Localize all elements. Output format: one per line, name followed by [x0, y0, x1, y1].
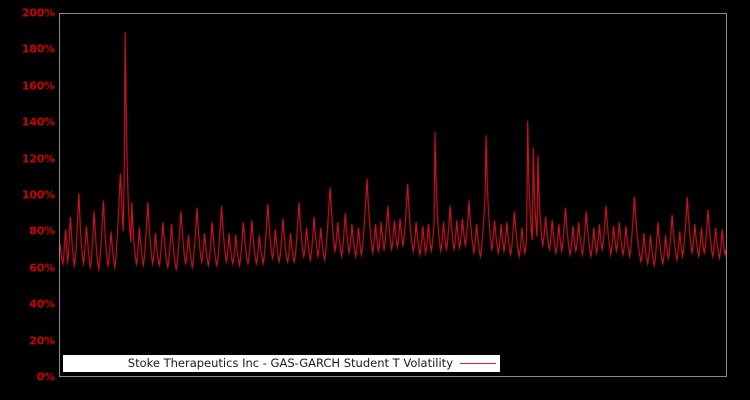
y-axis-tick-labels: 0% 20% 40% 60% 80% 100% 120% 140% 160% 180% 200%: [0, 0, 55, 400]
y-tick-label: 40%: [29, 297, 55, 311]
y-tick-label: 160%: [21, 79, 55, 93]
y-tick-label: 0%: [36, 370, 55, 384]
y-tick-label: 60%: [29, 261, 55, 275]
y-tick-label: 20%: [29, 334, 55, 348]
volatility-series-line: [60, 14, 726, 376]
y-tick-label: 180%: [21, 42, 55, 56]
y-tick-label: 100%: [21, 188, 55, 202]
chart-legend: Stoke Therapeutics Inc - GAS-GARCH Stude…: [63, 355, 500, 372]
y-tick-label: 80%: [29, 224, 55, 238]
plot-area: [59, 13, 727, 377]
legend-entry-volatility: Stoke Therapeutics Inc - GAS-GARCH Stude…: [128, 357, 496, 370]
legend-label: Stoke Therapeutics Inc - GAS-GARCH Stude…: [127, 356, 453, 370]
y-tick-label: 140%: [21, 115, 55, 129]
y-tick-label: 120%: [21, 152, 55, 166]
legend-line-sample-icon: [460, 363, 496, 364]
y-tick-label: 200%: [21, 6, 55, 20]
